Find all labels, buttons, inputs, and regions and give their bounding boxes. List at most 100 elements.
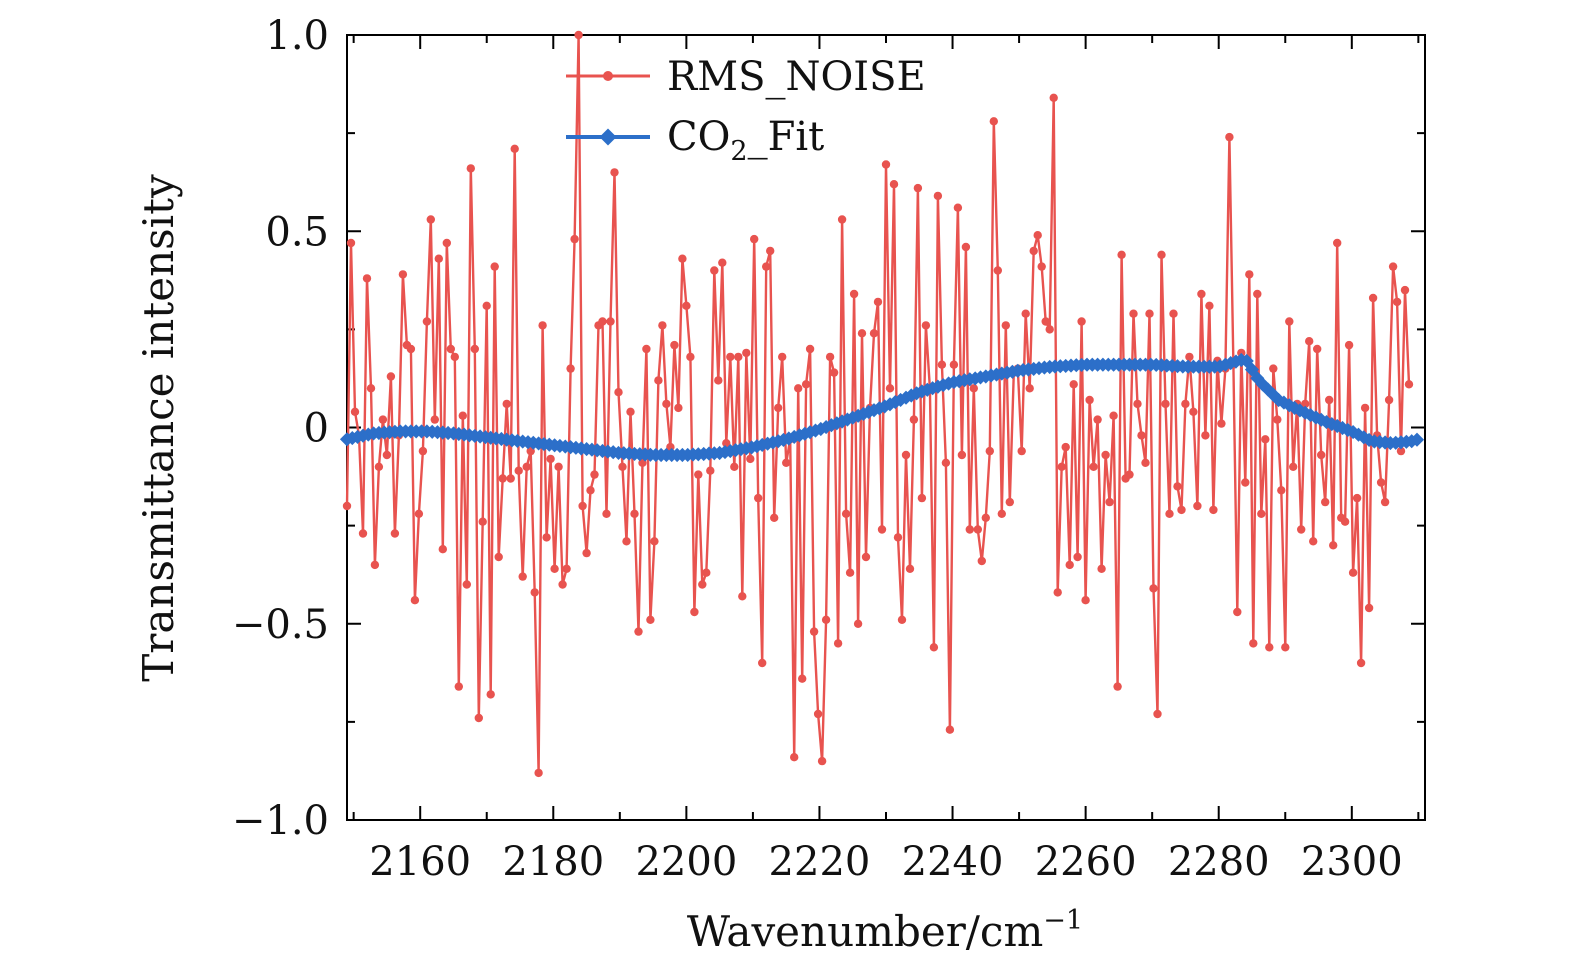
x-axis-label-sup: −1 — [1043, 905, 1083, 936]
rms-noise-point — [1181, 399, 1190, 409]
rms-noise-point — [506, 474, 515, 483]
rms-noise-point — [1073, 552, 1082, 562]
rms-noise-point — [1053, 588, 1062, 597]
rms-noise-point — [849, 289, 859, 299]
rms-noise-point — [714, 376, 723, 385]
rms-noise-point — [1041, 317, 1050, 326]
rms-noise-point — [1193, 501, 1202, 511]
rms-noise-point — [1237, 348, 1246, 358]
rms-noise-point — [454, 682, 463, 691]
rms-noise-point — [833, 639, 843, 648]
rms-noise-point — [370, 560, 380, 570]
rms-noise-point — [953, 203, 963, 212]
x-tick-label: 2180 — [502, 839, 604, 885]
rms-noise-point — [1404, 380, 1414, 389]
rms-noise-point — [881, 160, 891, 169]
rms-noise-point — [1313, 344, 1322, 354]
rms-noise-point — [694, 470, 703, 479]
rms-noise-point — [1153, 709, 1162, 719]
rms-noise-point — [746, 454, 755, 464]
rms-noise-point — [829, 368, 839, 377]
rms-noise-point — [414, 509, 424, 518]
legend-label-co2-base: CO — [667, 114, 730, 160]
rms-noise-point — [362, 274, 372, 283]
rms-noise-point — [853, 619, 863, 628]
y-tick-label: 0.5 — [265, 209, 329, 255]
rms-noise-point — [1025, 384, 1034, 393]
rms-noise-point — [590, 470, 599, 479]
y-tick-label: −1.0 — [232, 798, 329, 844]
rms-noise-point — [1157, 250, 1166, 259]
rms-noise-point — [642, 344, 651, 354]
rms-noise-point — [1169, 309, 1178, 318]
rms-noise-point — [1161, 399, 1170, 409]
rms-noise-point — [873, 297, 883, 307]
rms-noise-point — [598, 317, 607, 326]
rms-noise-point — [382, 450, 392, 460]
rms-noise-point — [766, 246, 775, 256]
rms-noise-point — [1241, 478, 1250, 487]
rms-noise-point — [1344, 340, 1354, 350]
rms-noise-point — [346, 238, 356, 248]
rms-noise-point — [674, 403, 683, 413]
rms-noise-point — [358, 529, 368, 538]
x-tick-label: 2160 — [369, 839, 471, 885]
x-tick-label: 2280 — [1168, 839, 1270, 885]
legend-label-rms-noise: RMS_NOISE — [667, 54, 926, 100]
rms-noise-point — [630, 509, 639, 518]
rms-noise-point — [498, 474, 507, 483]
rms-noise-point — [985, 446, 994, 456]
rms-noise-point — [845, 568, 855, 577]
rms-noise-point — [817, 756, 827, 766]
rms-noise-point — [502, 399, 511, 409]
series-layer — [339, 30, 1425, 778]
rms-noise-point — [1340, 517, 1350, 526]
rms-noise-point — [989, 117, 998, 126]
rms-noise-point — [1364, 603, 1374, 613]
rms-noise-point — [550, 564, 559, 573]
rms-noise-point — [698, 580, 707, 589]
rms-noise-point — [1273, 415, 1282, 424]
rms-noise-point — [885, 384, 895, 393]
rms-noise-point — [406, 344, 416, 354]
legend-label-co2-suffix: _Fit — [748, 114, 825, 160]
rms-noise-point — [390, 529, 400, 538]
rms-noise-point — [1137, 431, 1146, 440]
rms-noise-point — [702, 568, 711, 577]
rms-noise-point — [949, 360, 959, 369]
rms-noise-point — [626, 407, 635, 416]
rms-noise-point — [1289, 462, 1298, 471]
rms-noise-point — [542, 533, 551, 542]
rms-noise-point — [1165, 509, 1174, 518]
rms-noise-point — [1396, 446, 1406, 456]
rms-noise-point — [606, 317, 615, 326]
rms-noise-point — [1333, 238, 1342, 248]
rms-noise-point — [646, 615, 655, 624]
rms-noise-point — [961, 242, 971, 252]
rms-noise-point — [1129, 309, 1138, 318]
rms-noise-point — [1201, 431, 1210, 440]
rms-noise-point — [941, 458, 951, 467]
rms-noise-point — [614, 388, 623, 397]
rms-noise-point — [474, 713, 483, 723]
rms-noise-point — [977, 556, 986, 566]
rms-noise-point — [678, 254, 687, 263]
rms-noise-point — [622, 537, 631, 546]
rms-noise-point — [534, 768, 543, 778]
rms-noise-point — [813, 709, 823, 719]
rms-noise-point — [578, 501, 587, 511]
rms-noise-point — [1117, 250, 1126, 259]
rms-noise-point — [722, 439, 731, 448]
rms-noise-point — [1329, 541, 1338, 550]
axis-ticks: 2160 2180 2200 2220 2240 2260 2280 2300 −1.0 −0.5… — [232, 13, 1425, 885]
rms-noise-point — [1109, 411, 1118, 420]
rms-noise-point — [1029, 246, 1038, 256]
x-axis-label-text: Wavenumber/cm — [687, 907, 1043, 956]
rms-noise-point — [1277, 486, 1286, 495]
rms-noise-point — [482, 301, 491, 310]
rms-noise-point — [1309, 537, 1318, 546]
rms-noise-point — [1285, 317, 1294, 326]
rms-noise-point — [893, 533, 903, 542]
rms-noise-point — [1269, 364, 1278, 373]
rms-noise-point — [1301, 399, 1310, 409]
